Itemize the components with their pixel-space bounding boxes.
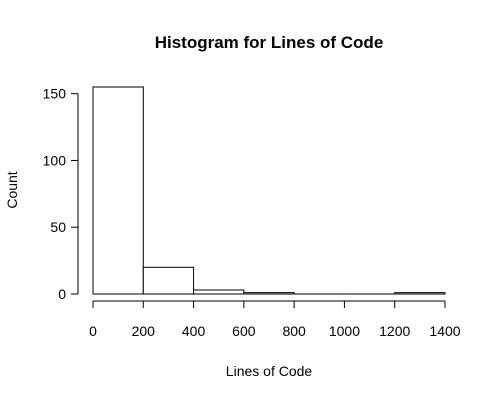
x-tick-label: 1000 [329,323,360,339]
x-tick-label: 1200 [379,323,410,339]
y-axis: 0 50 100 150 [43,86,79,302]
y-tick-label: 100 [43,152,67,168]
histogram-bar-3 [243,292,295,295]
x-tick-label: 600 [232,323,256,339]
histogram-bar-1 [142,266,195,295]
x-tick-label: 200 [132,323,156,339]
histogram-bar-0 [92,86,144,295]
y-tick-label: 150 [43,86,67,102]
histogram-bar-2 [193,289,245,295]
histogram-bar-6 [394,292,446,295]
chart-title: Histogram for Lines of Code [155,33,384,52]
y-tick-label: 50 [50,219,66,235]
x-axis-label: Lines of Code [226,363,313,379]
x-tick-label: 0 [89,323,97,339]
x-axis: 0 200 400 600 800 1000 1200 1400 [89,300,461,339]
x-tick-label: 1400 [429,323,460,339]
histogram-bars [92,86,446,295]
x-tick-label: 800 [282,323,306,339]
x-tick-label: 400 [182,323,206,339]
y-tick-label: 0 [58,286,66,302]
y-axis-label: Count [4,171,20,208]
